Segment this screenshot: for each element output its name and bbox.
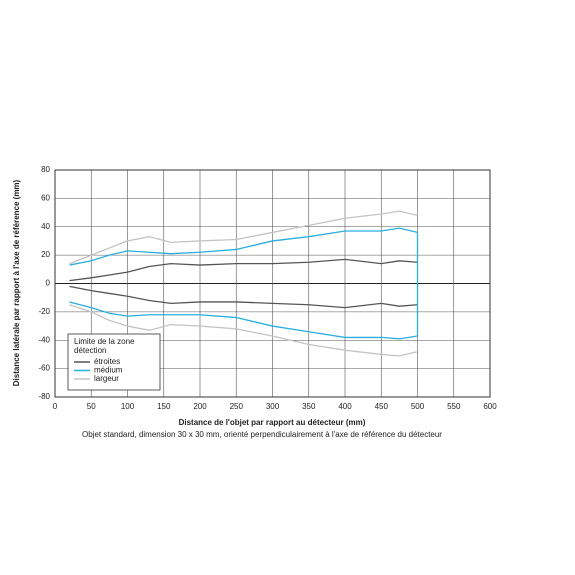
series-line	[69, 210, 418, 265]
caption: Objet standard, dimension 30 x 30 mm, or…	[82, 430, 442, 439]
x-tick-label: 0	[53, 402, 58, 411]
x-tick-label: 400	[338, 402, 352, 411]
legend-title: Limite de la zone	[74, 337, 135, 346]
y-tick-label: 40	[41, 222, 50, 231]
series-line	[69, 301, 418, 340]
series-line	[69, 227, 418, 266]
x-tick-label: 600	[483, 402, 497, 411]
x-tick-label: 450	[375, 402, 389, 411]
y-tick-label: -60	[38, 364, 50, 373]
x-tick-label: 150	[157, 402, 171, 411]
y-tick-label: 0	[46, 279, 51, 288]
y-tick-label: 60	[41, 193, 50, 202]
x-tick-label: 200	[193, 402, 207, 411]
y-tick-label: -40	[38, 335, 50, 344]
x-tick-label: 50	[87, 402, 96, 411]
x-tick-label: 250	[230, 402, 244, 411]
plot-frame	[54, 169, 491, 398]
series-line	[69, 285, 418, 309]
x-tick-label: 500	[411, 402, 425, 411]
series-line	[69, 258, 418, 282]
x-tick-label: 100	[121, 402, 135, 411]
legend-label: étroites	[94, 357, 120, 366]
legend-label: largeur	[94, 374, 119, 383]
y-tick-label: 20	[41, 250, 50, 259]
series-line	[69, 304, 418, 357]
y-tick-label: -80	[38, 392, 50, 401]
x-tick-label: 350	[302, 402, 316, 411]
y-tick-label: -20	[38, 307, 50, 316]
y-axis-label: Distance latérale par rapport à l'axe de…	[12, 179, 21, 386]
x-tick-label: 300	[266, 402, 280, 411]
x-tick-label: 550	[447, 402, 461, 411]
y-tick-label: 80	[41, 165, 50, 174]
legend-label: médium	[94, 366, 123, 375]
x-axis-label: Distance de l'objet par rapport au détec…	[179, 418, 366, 427]
legend-title: détection	[74, 346, 106, 355]
